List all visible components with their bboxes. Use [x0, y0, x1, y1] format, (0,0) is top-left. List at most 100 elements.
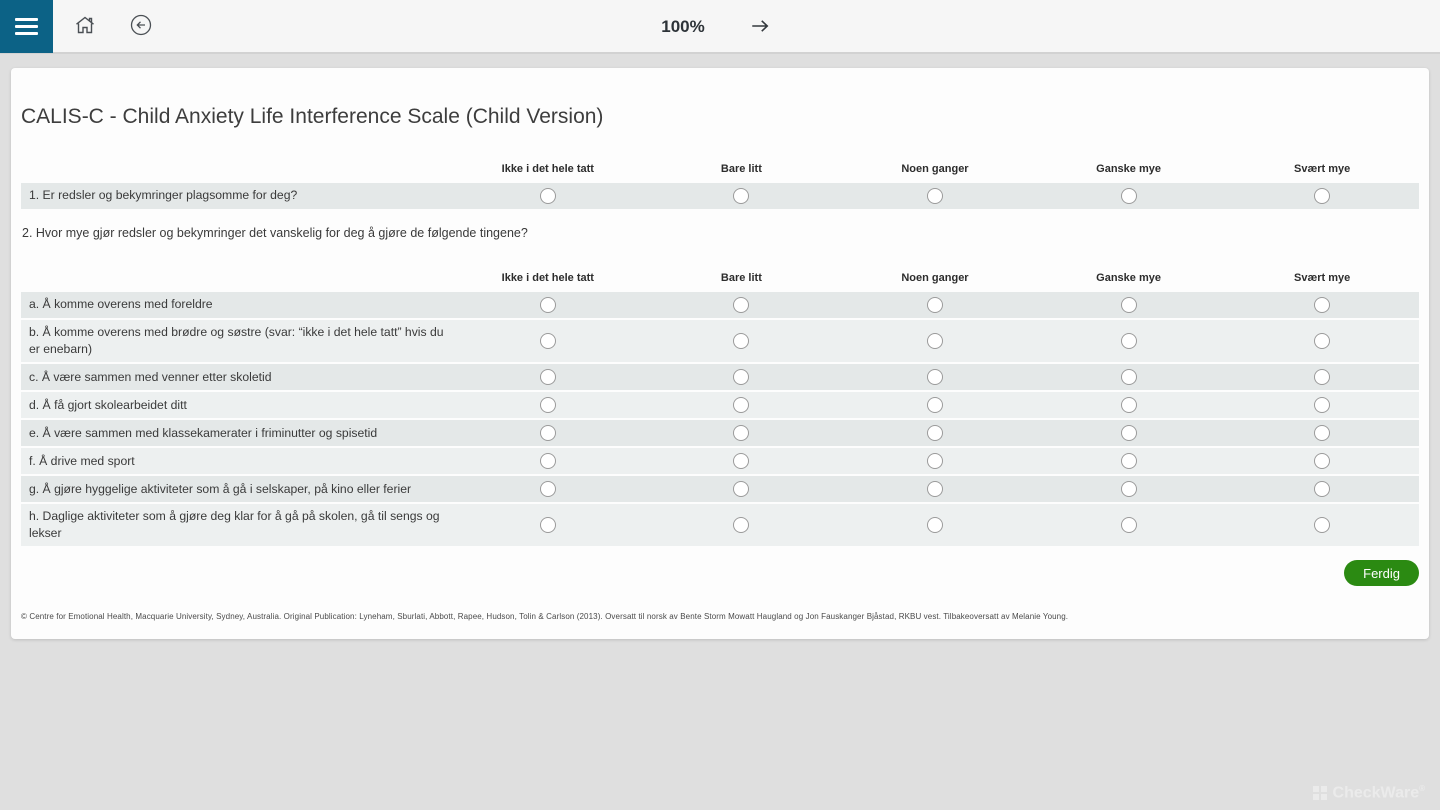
radio-option-3[interactable]: [926, 188, 943, 204]
radio-cell: [1225, 297, 1419, 313]
radio-cell: [645, 481, 839, 498]
radio-cell: [1225, 481, 1419, 498]
question-row: 1. Er redsler og bekymringer plagsomme f…: [21, 183, 1419, 209]
radio-cell: [1032, 425, 1226, 442]
radio-option-5[interactable]: [1314, 369, 1331, 386]
radio-cell: [838, 369, 1032, 386]
radio-option-2[interactable]: [733, 481, 750, 498]
radio-option-5[interactable]: [1314, 425, 1331, 442]
checkware-watermark: CheckWare®: [1312, 784, 1425, 802]
radio-option-4[interactable]: [1120, 369, 1137, 386]
option-header-3: Noen ganger: [901, 163, 969, 175]
radio-option-4[interactable]: [1120, 453, 1137, 470]
radio-cell: [451, 333, 645, 350]
radio-cell: [1032, 188, 1226, 204]
radio-cell: [1032, 517, 1226, 534]
checkware-logo-icon: [1312, 785, 1327, 800]
arrow-left-circle-icon: [129, 13, 153, 40]
radio-option-2[interactable]: [733, 369, 750, 386]
radio-option-2[interactable]: [733, 333, 750, 350]
radio-option-3[interactable]: [926, 517, 943, 534]
radio-cell: [1032, 333, 1226, 350]
watermark-label: CheckWare: [1332, 784, 1420, 801]
radio-cell: [451, 481, 645, 498]
radio-cell: [1225, 517, 1419, 534]
radio-cell: [838, 188, 1032, 204]
radio-cell: [645, 333, 839, 350]
radio-cell: [451, 517, 645, 534]
radio-option-2[interactable]: [733, 453, 750, 470]
radio-cell: [1225, 369, 1419, 386]
radio-option-1[interactable]: [539, 333, 556, 350]
radio-option-5[interactable]: [1314, 397, 1331, 414]
radio-option-3[interactable]: [926, 333, 943, 350]
radio-option-4[interactable]: [1120, 297, 1137, 313]
radio-option-4[interactable]: [1120, 333, 1137, 350]
radio-cell: [451, 425, 645, 442]
menu-button[interactable]: [0, 0, 53, 53]
radio-cell: [645, 397, 839, 414]
option-header-4: Ganske mye: [1096, 272, 1161, 284]
hamburger-icon: [15, 17, 38, 21]
radio-cell: [451, 397, 645, 414]
option-header-row: Ikke i det hele tatt Bare litt Noen ganger…: [21, 155, 1419, 175]
radio-cell: [838, 297, 1032, 313]
radio-option-3[interactable]: [926, 425, 943, 442]
radio-option-5[interactable]: [1314, 188, 1331, 204]
question-row-label: c. Å være sammen med venner etter skolet…: [29, 369, 272, 384]
radio-option-3[interactable]: [926, 453, 943, 470]
radio-option-1[interactable]: [539, 397, 556, 414]
radio-cell: [451, 297, 645, 313]
radio-option-2[interactable]: [733, 188, 750, 204]
radio-option-5[interactable]: [1314, 481, 1331, 498]
copyright-text: © Centre for Emotional Health, Macquarie…: [21, 612, 1069, 622]
radio-option-3[interactable]: [926, 481, 943, 498]
radio-cell: [1225, 453, 1419, 470]
radio-option-2[interactable]: [733, 517, 750, 534]
radio-option-3[interactable]: [926, 297, 943, 313]
radio-option-1[interactable]: [539, 297, 556, 313]
radio-cell: [838, 517, 1032, 534]
question2-table: Ikke i det hele tatt Bare litt Noen ganger…: [21, 264, 1419, 547]
radio-cell: [1032, 369, 1226, 386]
radio-option-1[interactable]: [539, 517, 556, 534]
radio-option-4[interactable]: [1120, 425, 1137, 442]
radio-option-5[interactable]: [1314, 517, 1331, 534]
submit-button[interactable]: Ferdig: [1344, 560, 1419, 587]
home-icon: [73, 13, 97, 40]
radio-option-2[interactable]: [733, 397, 750, 414]
option-header-2: Bare litt: [720, 272, 762, 284]
question2-rows: a. Å komme overens med foreldre b. Å komm…: [21, 292, 1419, 547]
radio-option-4[interactable]: [1120, 397, 1137, 414]
option-header-5: Svært mye: [1294, 163, 1351, 175]
radio-option-2[interactable]: [733, 297, 750, 313]
radio-cell: [838, 333, 1032, 350]
arrow-right-icon: [749, 14, 773, 41]
radio-option-4[interactable]: [1120, 188, 1137, 204]
home-button[interactable]: [67, 8, 103, 44]
option-header-row: Ikke i det hele tatt Bare litt Noen ganger…: [21, 264, 1419, 284]
radio-option-5[interactable]: [1314, 297, 1331, 313]
radio-option-3[interactable]: [926, 397, 943, 414]
radio-option-3[interactable]: [926, 369, 943, 386]
radio-option-1[interactable]: [539, 453, 556, 470]
radio-option-2[interactable]: [733, 425, 750, 442]
topbar: 100%: [0, 0, 1440, 54]
radio-option-1[interactable]: [539, 369, 556, 386]
actions-bar: Ferdig: [21, 560, 1419, 587]
question1-table: Ikke i det hele tatt Bare litt Noen ganger…: [21, 155, 1419, 209]
forward-button[interactable]: [743, 9, 779, 45]
question-row: g. Å gjøre hyggelige aktiviteter som å g…: [21, 476, 1419, 503]
radio-option-1[interactable]: [539, 188, 556, 204]
radio-option-1[interactable]: [539, 425, 556, 442]
radio-option-5[interactable]: [1314, 333, 1331, 350]
back-button[interactable]: [123, 8, 159, 44]
radio-cell: [1032, 481, 1226, 498]
radio-option-1[interactable]: [539, 481, 556, 498]
radio-option-4[interactable]: [1120, 481, 1137, 498]
radio-option-4[interactable]: [1120, 517, 1137, 534]
question-row-label: d. Å få gjort skolearbeidet ditt: [29, 397, 187, 412]
question-row: b. Å komme overens med brødre og søstre …: [21, 320, 1419, 363]
radio-cell: [1225, 188, 1419, 204]
radio-option-5[interactable]: [1314, 453, 1331, 470]
